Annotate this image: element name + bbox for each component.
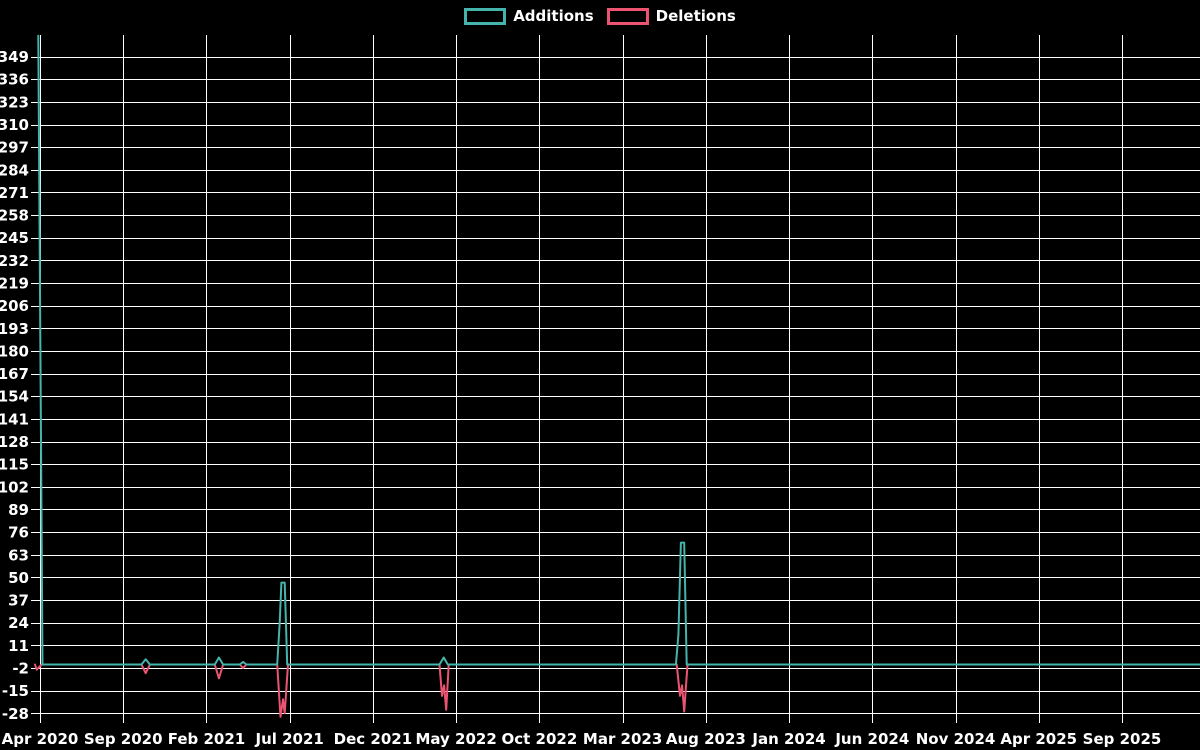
x-axis-labels: Apr 2020 Sep 2020 Feb 2021 Jul 2021 Dec 2021…: [2, 730, 1162, 748]
y-tick-label: 11: [8, 637, 29, 655]
y-tick-label: 76: [8, 524, 29, 542]
y-tick-label: 89: [8, 501, 29, 519]
x-gridlines: [40, 35, 1123, 723]
y-tick-label: 102: [0, 478, 29, 496]
x-tick-label: Jul 2021: [255, 730, 324, 748]
x-tick-label: Feb 2021: [168, 730, 246, 748]
y-tick-label: 219: [0, 275, 29, 293]
y-tick-label: 141: [0, 410, 29, 428]
legend-label-additions: Additions: [513, 7, 594, 25]
x-tick-label: Sep 2020: [84, 730, 163, 748]
y-gridlines: [31, 57, 1200, 714]
y-tick-label: 206: [0, 297, 29, 315]
y-tick-label: 284: [0, 161, 29, 179]
y-tick-label: 349: [0, 48, 29, 66]
legend-item-deletions[interactable]: Deletions: [606, 7, 736, 25]
y-tick-label: 128: [0, 433, 29, 451]
x-tick-label: Sep 2025: [1083, 730, 1162, 748]
y-tick-label: 323: [0, 93, 29, 111]
y-tick-label: 24: [8, 614, 29, 632]
y-tick-label: 258: [0, 207, 29, 225]
y-tick-label: 154: [0, 388, 29, 406]
deletions-swatch-icon: [606, 8, 649, 25]
y-tick-label: 115: [0, 456, 29, 474]
y-tick-label: -28: [2, 705, 29, 723]
legend-label-deletions: Deletions: [655, 7, 736, 25]
additions-swatch-icon: [464, 8, 507, 25]
x-tick-label: Apr 2025: [1000, 730, 1077, 748]
legend-item-additions[interactable]: Additions: [464, 7, 594, 25]
x-tick-label: Aug 2023: [666, 730, 746, 748]
y-tick-label: 336: [0, 71, 29, 89]
y-tick-label: 245: [0, 229, 29, 247]
x-tick-label: Apr 2020: [2, 730, 79, 748]
y-tick-label: 271: [0, 184, 29, 202]
x-tick-label: Jan 2024: [751, 730, 825, 748]
x-tick-label: May 2022: [415, 730, 496, 748]
y-tick-label: 180: [0, 342, 29, 360]
y-tick-label: 232: [0, 252, 29, 270]
additions-line: [37, 34, 1200, 666]
deletions-line: [34, 663, 1200, 718]
y-tick-label: 50: [8, 569, 29, 587]
x-tick-label: Mar 2023: [583, 730, 662, 748]
y-tick-label: 297: [0, 139, 29, 157]
x-tick-label: Oct 2022: [501, 730, 577, 748]
x-tick-label: Dec 2021: [334, 730, 413, 748]
y-tick-label: 37: [8, 592, 29, 610]
y-tick-label: 310: [0, 116, 29, 134]
y-tick-label: -2: [12, 659, 29, 677]
chart-legend: Additions Deletions: [0, 8, 1200, 25]
y-tick-label: 193: [0, 320, 29, 338]
x-tick-label: Jun 2024: [834, 730, 909, 748]
x-tick-label: Nov 2024: [916, 730, 996, 748]
y-tick-label: 63: [8, 546, 29, 564]
y-tick-label: -15: [2, 682, 29, 700]
y-tick-label: 167: [0, 365, 29, 383]
y-axis-labels: 349 336 323 310 297 284 271 258 245 232 219 206 193 1…: [0, 48, 29, 723]
